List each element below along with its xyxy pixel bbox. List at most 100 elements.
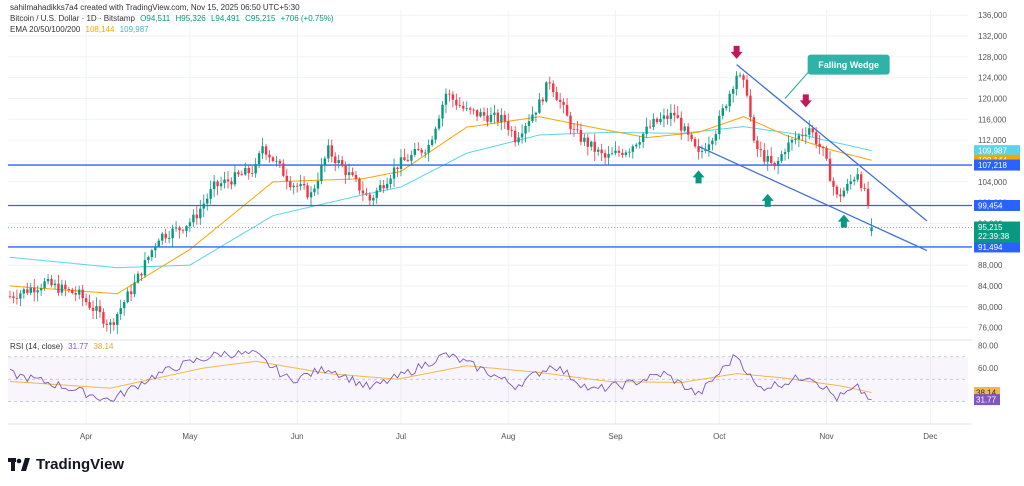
candle-body: [648, 126, 652, 128]
candle-body: [655, 118, 659, 123]
time-tick-label: Nov: [819, 432, 833, 441]
price-tick-label: 104,000: [978, 178, 1007, 187]
candle-body: [216, 181, 219, 187]
candle-body: [46, 278, 50, 282]
candle-body: [541, 99, 545, 102]
last-price-label: 95,215: [978, 223, 1003, 232]
candle-body: [8, 296, 12, 298]
candle-body: [289, 181, 292, 188]
annotation-pointer: [784, 70, 811, 99]
candle-body: [475, 110, 479, 117]
candle-body: [171, 228, 174, 239]
candle-body: [745, 79, 749, 96]
candle-body: [129, 291, 133, 295]
symbol-line: Bitcoin / U.S. Dollar · 1D · Bitstamp O9…: [10, 14, 337, 23]
down-arrow-icon: [730, 45, 743, 59]
price-tick-label: 80,000: [978, 303, 1003, 312]
candle-body: [586, 137, 590, 147]
candle-body: [455, 99, 458, 106]
rsi-value-tag: [974, 386, 1000, 398]
rsi-value-tag: [974, 394, 1000, 406]
ohlc-low: L94,491: [210, 14, 240, 23]
candle-body: [15, 297, 19, 299]
candle-body: [53, 283, 57, 286]
candle-body: [759, 149, 763, 151]
candle-body: [448, 93, 451, 95]
candle-body: [797, 135, 801, 139]
candle-body: [465, 108, 468, 110]
candle-body: [690, 134, 693, 140]
candle-body: [597, 149, 600, 152]
candle-body: [109, 322, 112, 325]
candle-body: [365, 193, 368, 195]
candle-body: [624, 152, 628, 155]
candle-body: [212, 181, 216, 190]
candle-body: [102, 312, 105, 324]
candle-body: [206, 198, 209, 204]
ohlc-high: H95,326: [175, 14, 206, 23]
candle-body: [50, 278, 53, 286]
candle-body: [773, 162, 776, 166]
candle-body: [714, 134, 718, 141]
candle-body: [486, 115, 489, 122]
candle-body: [700, 150, 704, 152]
candle-body: [430, 139, 434, 145]
candle-body: [19, 293, 22, 299]
candle-body: [257, 153, 261, 165]
candle-body: [434, 128, 437, 140]
symbol-title: Bitcoin / U.S. Dollar · 1D · Bitstamp: [10, 14, 135, 23]
tradingview-logo[interactable]: TradingView: [8, 456, 124, 473]
up-arrow-icon: [692, 170, 705, 184]
attribution-text: sahilmahadikks7a4 created with TradingVi…: [10, 3, 300, 12]
candle-body: [382, 185, 385, 189]
candle-body: [866, 188, 870, 206]
time-tick-label: Oct: [713, 432, 726, 441]
price-tick-label: 88,000: [978, 261, 1003, 270]
candle-body: [327, 145, 330, 159]
candle-body: [368, 194, 372, 201]
candle-body: [673, 112, 676, 116]
candle-body: [693, 139, 697, 147]
up-arrow-icon: [761, 193, 774, 207]
candle-body: [593, 141, 596, 152]
candle-body: [641, 133, 645, 143]
candle-body: [472, 109, 475, 111]
candle-body: [863, 188, 866, 189]
candle-body: [468, 108, 472, 110]
candle-body: [752, 117, 756, 141]
axis-price-tag: [974, 199, 1020, 211]
candle-body: [825, 148, 828, 159]
candle-body: [78, 289, 81, 295]
candle-body: [770, 156, 773, 163]
candle-body: [226, 179, 230, 182]
candle-body: [410, 154, 413, 161]
candle-body: [853, 179, 856, 182]
price-tick-label: 132,000: [978, 32, 1007, 41]
candle-body: [22, 289, 26, 294]
time-tick-label: Aug: [501, 432, 515, 441]
candle-body: [105, 323, 109, 325]
candle-body: [295, 185, 299, 187]
candle-body: [84, 298, 88, 303]
candle-body: [122, 302, 126, 309]
candle-body: [756, 140, 759, 150]
candle-body: [233, 172, 237, 185]
candle-body: [112, 322, 115, 325]
candles-group: [8, 71, 873, 335]
candle-body: [621, 152, 624, 155]
candle-body: [610, 153, 614, 155]
candle-body: [513, 130, 517, 143]
candle-body: [662, 115, 666, 119]
ema-label: EMA 20/50/100/200: [10, 25, 81, 34]
ema50-value: 109,987: [119, 25, 149, 34]
candle-body: [555, 92, 558, 100]
candle-body: [178, 227, 181, 231]
candle-body: [264, 146, 268, 155]
candle-body: [697, 146, 700, 152]
candle-body: [71, 289, 74, 294]
candle-body: [268, 154, 271, 158]
candle-body: [361, 190, 365, 194]
candle-body: [302, 183, 306, 186]
